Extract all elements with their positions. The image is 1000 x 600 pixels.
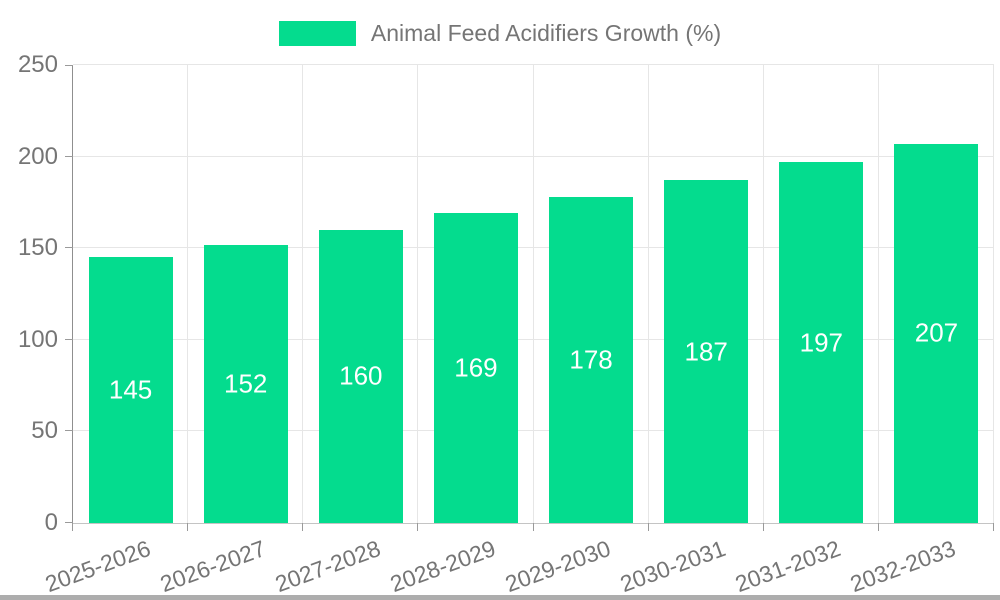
y-axis-tick (65, 65, 73, 66)
x-gridline (763, 65, 764, 523)
x-axis-label: 2031-2032 (731, 535, 845, 598)
x-axis-label: 2025-2026 (41, 535, 154, 598)
bar-value-label: 207 (914, 317, 959, 348)
bar[interactable]: 160 (318, 229, 403, 523)
bar[interactable]: 197 (779, 162, 864, 523)
bar-value-label: 187 (684, 336, 728, 367)
legend-label: Animal Feed Acidifiers Growth (%) (370, 20, 722, 46)
y-tick-label: 0 (44, 509, 58, 536)
x-axis-label: 2026-2027 (156, 535, 269, 598)
x-axis-tick (302, 523, 303, 531)
legend-item[interactable]: Animal Feed Acidifiers Growth (%) (0, 20, 1000, 47)
x-gridline (417, 65, 418, 523)
x-axis-label: 2028-2029 (386, 535, 499, 598)
x-gridline (993, 65, 994, 523)
bar-value-label: 197 (799, 327, 843, 358)
y-tick-label: 200 (17, 142, 58, 170)
x-axis-tick (187, 523, 188, 531)
x-axis-tick (72, 523, 73, 531)
y-axis-tick (65, 430, 73, 432)
x-axis-tick (993, 523, 994, 531)
y-tick-label: 100 (17, 325, 58, 353)
y-axis-tick (65, 155, 73, 157)
y-tick-label: 250 (17, 51, 58, 78)
x-axis-tick (417, 523, 418, 531)
x-axis-tick (533, 523, 534, 531)
bar-value-label: 169 (454, 352, 498, 383)
plot-area: 0 50 100 150 200 250 145 152 160 169 178 187 197 207 2… (18, 51, 994, 597)
y-tick-label: 150 (17, 234, 58, 262)
bar[interactable]: 152 (203, 244, 288, 523)
bar-value-label: 178 (569, 344, 613, 375)
x-gridline (533, 65, 534, 523)
x-axis-tick (648, 523, 649, 531)
x-gridline (648, 65, 649, 523)
bottom-scrollbar[interactable] (0, 595, 1000, 600)
bar[interactable]: 178 (549, 196, 634, 523)
x-axis-label: 2027-2028 (271, 535, 384, 598)
x-axis-tick (878, 523, 879, 531)
x-gridline (878, 65, 879, 523)
bar-value-label: 160 (339, 360, 383, 391)
bar-value-label: 145 (108, 374, 153, 405)
y-axis-tick (65, 247, 73, 249)
x-axis-label: 2030-2031 (616, 535, 730, 598)
x-gridline (302, 65, 303, 523)
y-axis-tick (65, 338, 73, 340)
x-axis-label: 2032-2033 (847, 535, 960, 598)
bar[interactable]: 207 (894, 143, 979, 523)
x-axis-tick (763, 523, 764, 531)
x-gridline (187, 65, 188, 523)
y-gridline (73, 64, 994, 65)
bar-value-label: 152 (223, 368, 268, 399)
x-axis-label: 2029-2030 (501, 535, 614, 598)
bar[interactable]: 169 (433, 213, 518, 523)
legend-swatch (278, 21, 356, 46)
y-tick-label: 50 (31, 417, 58, 445)
y-axis-tick (65, 522, 73, 523)
bar[interactable]: 187 (664, 180, 749, 523)
bar[interactable]: 145 (88, 257, 173, 523)
